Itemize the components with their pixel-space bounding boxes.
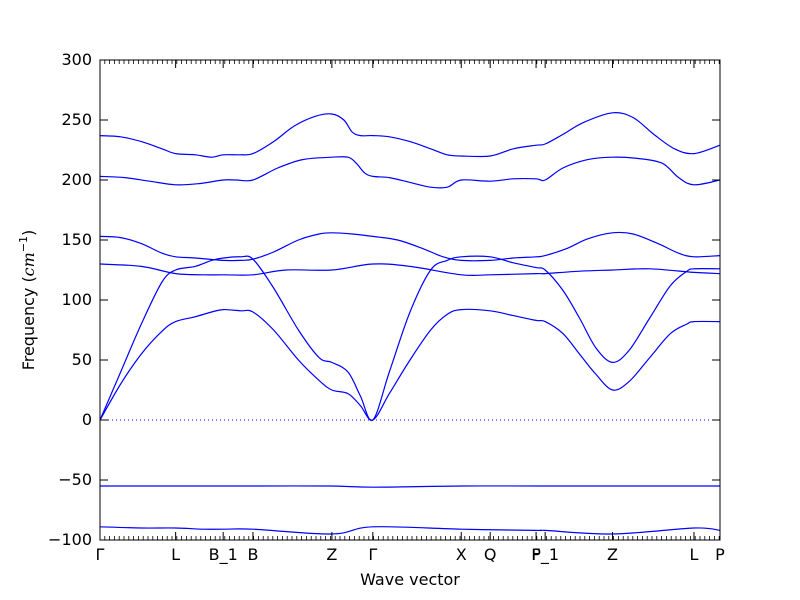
y-tick-label: −100 (48, 530, 92, 549)
series-line-band-2 (100, 485, 720, 488)
y-tick-label: 100 (61, 290, 92, 309)
x-tick-label: Γ (368, 545, 377, 564)
series-line-band-4 (99, 255, 721, 422)
x-ticks: Γ L B_1 B Z Γ X Q FP_1 Z L P (96, 60, 725, 565)
x-tick-label: Q (484, 545, 497, 564)
y-tick-label: 0 (82, 410, 92, 429)
series-line-band-7 (99, 156, 721, 189)
y-ticks: −100 −50 0 50 100 150 200 250 300 (48, 50, 720, 549)
y-tick-label: 300 (61, 50, 92, 69)
y-tick-label: 150 (61, 230, 92, 249)
series-line-band-8 (99, 112, 721, 158)
x-tick-label: Z (607, 545, 618, 564)
y-tick-label: −50 (58, 470, 92, 489)
x-tick-label: B (247, 545, 258, 564)
x-tick-label: X (456, 545, 467, 564)
series-line-band-6 (99, 231, 721, 262)
y-axis-label-close: ) (19, 230, 38, 236)
x-tick-label: F (531, 545, 540, 564)
y-tick-label: 50 (72, 350, 92, 369)
x-axis-label: Wave vector (360, 570, 460, 589)
x-tick-label: Z (326, 545, 337, 564)
y-axis-label-exp: −1 (17, 236, 30, 252)
x-tick-label: B_1 (209, 545, 238, 565)
plot-frame (99, 59, 721, 541)
y-axis-label-unit: cm (19, 252, 38, 276)
y-tick-label: 250 (61, 110, 92, 129)
y-axis-label: Frequency (cm−1) (17, 230, 38, 371)
x-tick-label: L (689, 545, 698, 564)
series-line-band-5 (99, 263, 721, 277)
x-tick-label: P (715, 545, 725, 564)
y-axis-label-main: Frequency ( (19, 276, 38, 370)
y-tick-label: 200 (61, 170, 92, 189)
x-tick-label: L (171, 545, 180, 564)
series-line-band-3 (99, 308, 721, 421)
x-tick-label: Γ (96, 545, 105, 564)
x-tick-label: P_1 (531, 545, 559, 565)
